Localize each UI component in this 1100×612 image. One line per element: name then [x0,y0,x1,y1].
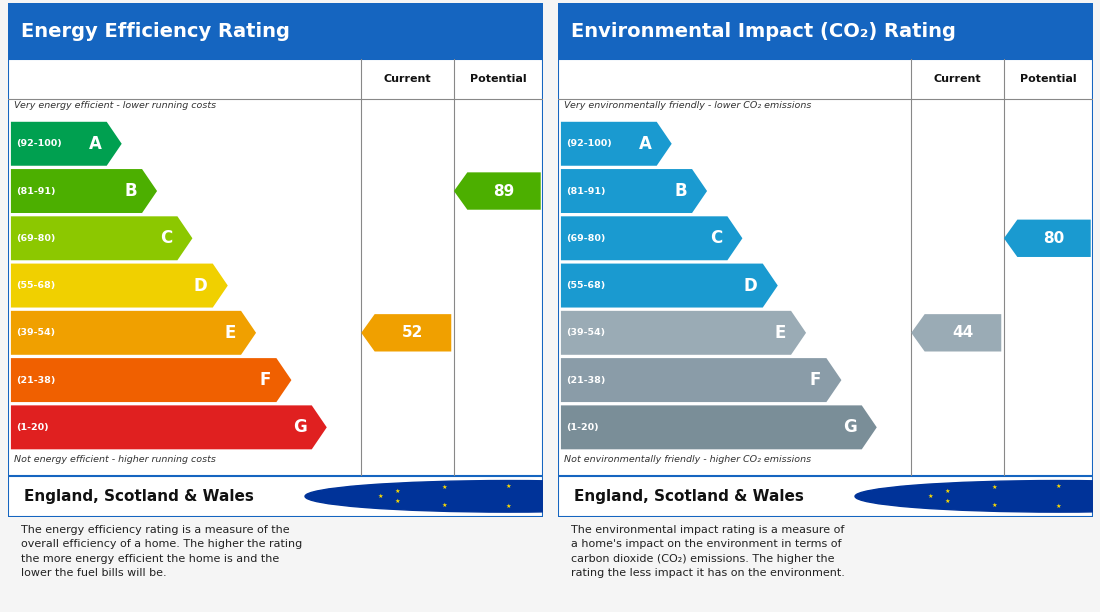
Polygon shape [561,169,707,213]
Text: ★: ★ [570,502,575,507]
Text: B: B [124,182,136,200]
Text: D: D [194,277,208,294]
Text: E: E [774,324,785,342]
Polygon shape [11,311,256,355]
Text: (1-20): (1-20) [566,423,598,432]
Text: Potential: Potential [471,74,527,84]
Text: (39-54): (39-54) [16,328,55,337]
Text: ★: ★ [506,504,512,509]
Text: Energy Efficiency Rating: Energy Efficiency Rating [21,21,290,41]
Circle shape [855,480,1100,512]
Polygon shape [561,216,742,260]
Text: England, Scotland & Wales: England, Scotland & Wales [574,489,804,504]
Text: ★: ★ [1056,504,1062,509]
Text: G: G [293,419,307,436]
Text: ★: ★ [395,489,400,494]
Text: (81-91): (81-91) [566,187,606,195]
Text: 80: 80 [1044,231,1065,246]
Text: ★: ★ [927,494,933,499]
Text: ★: ★ [441,485,447,490]
Text: 52: 52 [403,326,424,340]
Text: (69-80): (69-80) [566,234,606,243]
Text: (92-100): (92-100) [566,140,612,148]
Text: ★: ★ [395,499,400,504]
Text: EU Directive: EU Directive [925,487,989,496]
Text: (55-68): (55-68) [16,281,55,290]
Text: Not energy efficient - higher running costs: Not energy efficient - higher running co… [14,455,216,464]
Text: Very energy efficient - lower running costs: Very energy efficient - lower running co… [14,101,217,110]
Polygon shape [1004,220,1091,257]
Text: Environmental Impact (CO₂) Rating: Environmental Impact (CO₂) Rating [571,21,956,41]
Text: The energy efficiency rating is a measure of the
overall efficiency of a home. T: The energy efficiency rating is a measur… [21,524,302,578]
Text: ★: ★ [617,489,623,494]
Text: (21-38): (21-38) [16,376,56,384]
Text: F: F [260,371,271,389]
Text: ★: ★ [570,485,575,490]
Text: ★: ★ [441,502,447,507]
Text: (92-100): (92-100) [16,140,62,148]
Polygon shape [11,264,228,308]
Text: D: D [744,277,758,294]
Polygon shape [11,405,327,449]
Text: The environmental impact rating is a measure of
a home's impact on the environme: The environmental impact rating is a mea… [571,524,845,578]
Text: A: A [88,135,101,153]
Text: England, Scotland & Wales: England, Scotland & Wales [24,489,254,504]
Text: ★: ★ [377,494,383,499]
Polygon shape [11,122,122,166]
Text: ★: ★ [991,485,997,490]
Text: ★: ★ [945,499,950,504]
Text: Not environmentally friendly - higher CO₂ emissions: Not environmentally friendly - higher CO… [564,455,812,464]
Text: EU Directive: EU Directive [375,487,439,496]
Polygon shape [11,169,157,213]
Text: A: A [638,135,651,153]
Circle shape [305,480,712,512]
Text: 2002/91/EC: 2002/91/EC [375,499,434,509]
Text: (55-68): (55-68) [566,281,605,290]
Text: ★: ★ [945,489,950,494]
Polygon shape [361,314,451,351]
Polygon shape [11,216,192,260]
Text: (1-20): (1-20) [16,423,48,432]
Polygon shape [561,122,672,166]
Text: Current: Current [934,74,981,84]
Text: Very environmentally friendly - lower CO₂ emissions: Very environmentally friendly - lower CO… [564,101,812,110]
Polygon shape [561,264,778,308]
Text: ★: ★ [506,484,512,489]
Polygon shape [454,173,541,210]
Text: ★: ★ [991,502,997,507]
Text: (39-54): (39-54) [566,328,605,337]
Polygon shape [11,358,292,402]
Polygon shape [911,314,1001,351]
Text: 89: 89 [494,184,515,198]
Text: G: G [843,419,857,436]
Text: C: C [710,230,722,247]
Text: F: F [810,371,821,389]
Text: Current: Current [384,74,431,84]
Text: B: B [674,182,686,200]
Text: 44: 44 [953,326,974,340]
Text: C: C [160,230,172,247]
Text: (69-80): (69-80) [16,234,56,243]
Polygon shape [561,311,806,355]
Text: ★: ★ [617,499,623,504]
Text: (21-38): (21-38) [566,376,606,384]
Polygon shape [561,358,842,402]
Text: (81-91): (81-91) [16,187,56,195]
Text: Potential: Potential [1021,74,1077,84]
Text: E: E [224,324,235,342]
Text: ★: ★ [1056,484,1062,489]
Text: 2002/91/EC: 2002/91/EC [925,499,985,509]
Polygon shape [561,405,877,449]
Text: ★: ★ [635,494,640,499]
